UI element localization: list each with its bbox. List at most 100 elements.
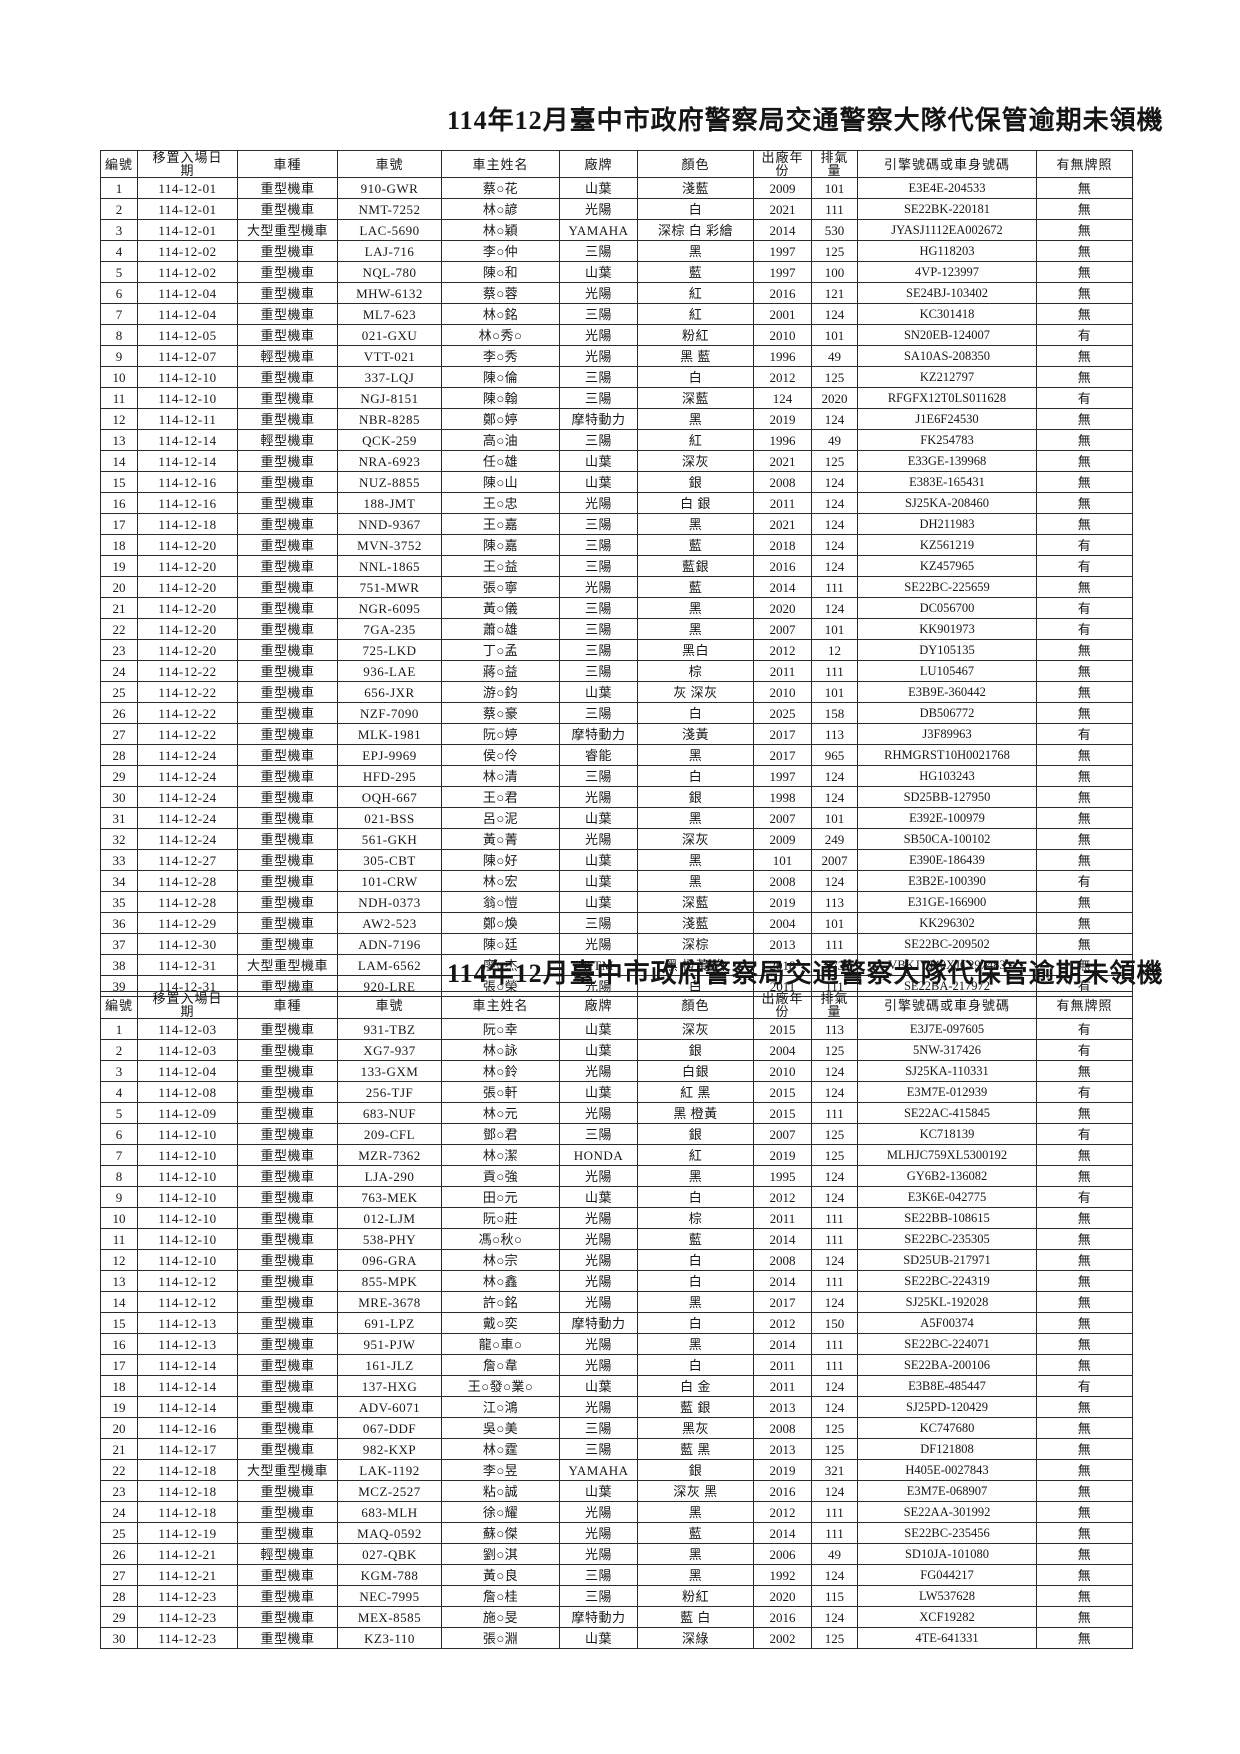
cell: 114-12-10 <box>137 1228 238 1250</box>
cell: 藍 <box>637 261 754 283</box>
cell: 2014 <box>753 576 812 598</box>
document-title: 114年12月臺中市政府警察局交通警察大隊代保管逾期未領機 <box>447 106 1164 135</box>
cell: 114-12-14 <box>137 450 238 472</box>
cell: 重型機車 <box>237 576 338 598</box>
cell: 黑 橙黃 <box>637 1102 754 1124</box>
cell: 黑 <box>637 597 754 619</box>
cell: 馮○秋○ <box>441 1228 560 1250</box>
cell: SD10JA-101080 <box>857 1543 1037 1565</box>
cell: 114-12-12 <box>137 1270 238 1292</box>
cell: 三陽 <box>559 1438 638 1460</box>
cell: 2015 <box>753 1081 812 1103</box>
cell: 4 <box>100 240 138 262</box>
cell: 黑 <box>637 870 754 892</box>
cell: 重型機車 <box>237 1627 338 1649</box>
cell: 林○秀○ <box>441 324 560 346</box>
cell: 鄭○婷 <box>441 408 560 430</box>
cell: 藍 黑 <box>637 1438 754 1460</box>
table-row: 24 114-12-18 重型機車 683-MLH 徐○耀 光陽黑 2012 111 SE22A… <box>100 1501 1133 1523</box>
cell: 張○淵 <box>441 1627 560 1649</box>
cell: 114-12-24 <box>137 786 238 808</box>
cell: 重型機車 <box>237 1585 338 1607</box>
cell: 114-12-02 <box>137 261 238 283</box>
cell: ML7-623 <box>337 303 442 325</box>
table-row: 19 114-12-20 重型機車 NNL-1865 王○益 三陽 藍銀 2016 124 KZ4… <box>100 555 1133 577</box>
cell: 李○昱 <box>441 1459 560 1481</box>
cell: 山葉 <box>559 891 638 913</box>
cell: 34 <box>100 870 138 892</box>
column-header: 出廠年份 <box>753 991 812 1019</box>
cell: 124 <box>811 471 858 493</box>
cell: 538-PHY <box>337 1228 442 1250</box>
cell: 粉紅 <box>637 1585 754 1607</box>
cell: 111 <box>811 198 858 220</box>
cell: 重型機車 <box>237 744 338 766</box>
cell: LW537628 <box>857 1585 1037 1607</box>
cell: 124 <box>811 870 858 892</box>
cell: 白 銀 <box>637 492 754 514</box>
cell: 14 <box>100 1291 138 1313</box>
table-row: 6 114-12-10 重型機車 209-CFL 鄧○君 三陽銀 2007 125 KC7181… <box>100 1123 1133 1145</box>
cell: 無 <box>1036 450 1133 472</box>
cell: 10 <box>100 366 138 388</box>
cell: 無 <box>1036 807 1133 829</box>
cell: 2021 <box>753 198 812 220</box>
cell: 19 <box>100 555 138 577</box>
cell: 無 <box>1036 744 1133 766</box>
cell: HG103243 <box>857 765 1037 787</box>
cell: 114-12-04 <box>137 303 238 325</box>
cell: 17 <box>100 513 138 535</box>
cell: 111 <box>811 933 858 955</box>
cell: 114-12-10 <box>137 1123 238 1145</box>
cell: 無 <box>1036 261 1133 283</box>
table-row: 12 114-12-11 重型機車 NBR-8285 鄭○婷 摩特動力黑 2019 124 J1… <box>100 408 1133 430</box>
cell: 白 <box>637 702 754 724</box>
cell: 有 <box>1036 723 1133 745</box>
cell: 936-LAE <box>337 660 442 682</box>
cell: 重型機車 <box>237 786 338 808</box>
table-row: 18 114-12-14 重型機車 137-HXG 王○發○業○ 山葉白 金 2011 124… <box>100 1375 1133 1397</box>
cell: 125 <box>811 1123 858 1145</box>
cell: 2011 <box>753 492 812 514</box>
table-row: 23 114-12-18 重型機車 MCZ-2527 粘○誠 山葉 深灰 黑 2016 124 E… <box>100 1480 1133 1502</box>
table-row: 5 114-12-02 重型機車 NQL-780 陳○和 山葉藍 1997 100 4VP-12… <box>100 261 1133 283</box>
cell: 無 <box>1036 912 1133 934</box>
table-row: 20 114-12-20 重型機車 751-MWR 張○寧 光陽藍 2014 111 SE22B… <box>100 576 1133 598</box>
table-row: 10 114-12-10 重型機車 012-LJM 阮○莊 光陽棕 2011 111 SE22B… <box>100 1207 1133 1229</box>
cell: HG118203 <box>857 240 1037 262</box>
cell: 12 <box>100 408 138 430</box>
table-row: 18 114-12-20 重型機車 MVN-3752 陳○嘉 三陽藍 2018 124 KZ56… <box>100 534 1133 556</box>
cell: 19 <box>100 1396 138 1418</box>
cell: 光陽 <box>559 786 638 808</box>
table-row: 37 114-12-30 重型機車 ADN-7196 陳○廷 光陽 深棕 2013 111 SE2… <box>100 933 1133 955</box>
cell: 114-12-14 <box>137 1354 238 1376</box>
cell: 詹○韋 <box>441 1354 560 1376</box>
cell: 2012 <box>753 1501 812 1523</box>
cell: 重型機車 <box>237 282 338 304</box>
cell: YAMAHA <box>559 219 638 241</box>
cell: 13 <box>100 429 138 451</box>
cell: 373 <box>811 954 858 976</box>
cell: FK254783 <box>857 429 1037 451</box>
cell: 124 <box>811 303 858 325</box>
cell: 1995 <box>753 1165 812 1187</box>
cell: SE22BC-235456 <box>857 1522 1037 1544</box>
cell: 133-GXM <box>337 1060 442 1082</box>
cell: 027-QBK <box>337 1543 442 1565</box>
cell: 阮○婷 <box>441 723 560 745</box>
cell: 114-12-09 <box>137 1102 238 1124</box>
cell: 100 <box>811 261 858 283</box>
cell: 重型機車 <box>237 807 338 829</box>
cell: 114-12-05 <box>137 324 238 346</box>
cell: 2016 <box>753 1480 812 1502</box>
cell: 摩特動力 <box>559 1312 638 1334</box>
cell: 蔡○花 <box>441 177 560 199</box>
cell: LAM-6562 <box>337 954 442 976</box>
cell: DY105135 <box>857 639 1037 661</box>
cell: SE22BK-220181 <box>857 198 1037 220</box>
table-row: 17 114-12-18 重型機車 NND-9367 王○嘉 三陽黑 2021 124 DH21… <box>100 513 1133 535</box>
cell: 無 <box>1036 765 1133 787</box>
cell: 8 <box>100 1165 138 1187</box>
cell: 黑 <box>637 1291 754 1313</box>
cell: 114-12-10 <box>137 1207 238 1229</box>
